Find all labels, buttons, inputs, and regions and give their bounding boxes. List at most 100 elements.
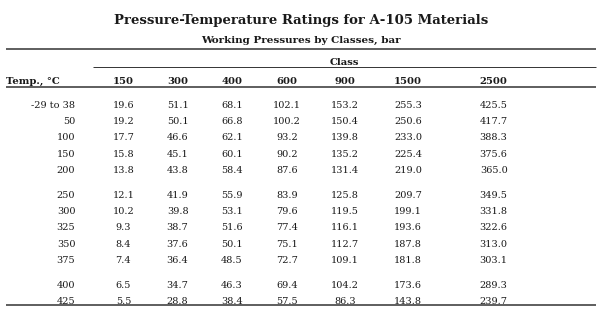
Text: 300: 300 — [167, 77, 188, 86]
Text: Class: Class — [330, 58, 359, 67]
Text: 116.1: 116.1 — [331, 223, 359, 232]
Text: 375: 375 — [57, 256, 75, 265]
Text: 87.6: 87.6 — [276, 166, 298, 175]
Text: 38.4: 38.4 — [221, 297, 243, 306]
Text: 425.5: 425.5 — [480, 101, 507, 110]
Text: 150: 150 — [57, 150, 75, 158]
Text: 41.9: 41.9 — [167, 191, 188, 200]
Text: 100.2: 100.2 — [273, 117, 301, 126]
Text: 43.8: 43.8 — [167, 166, 188, 175]
Text: 349.5: 349.5 — [480, 191, 507, 200]
Text: 6.5: 6.5 — [116, 281, 131, 290]
Text: 93.2: 93.2 — [276, 133, 298, 142]
Text: 181.8: 181.8 — [394, 256, 422, 265]
Text: 233.0: 233.0 — [394, 133, 422, 142]
Text: 51.6: 51.6 — [221, 223, 243, 232]
Text: 417.7: 417.7 — [480, 117, 507, 126]
Text: 69.4: 69.4 — [276, 281, 298, 290]
Text: 400: 400 — [57, 281, 75, 290]
Text: 7.4: 7.4 — [116, 256, 131, 265]
Text: 131.4: 131.4 — [331, 166, 359, 175]
Text: 19.2: 19.2 — [113, 117, 134, 126]
Text: 112.7: 112.7 — [331, 240, 359, 249]
Text: 400: 400 — [222, 77, 242, 86]
Text: 34.7: 34.7 — [167, 281, 188, 290]
Text: 50.1: 50.1 — [221, 240, 243, 249]
Text: 219.0: 219.0 — [394, 166, 422, 175]
Text: 313.0: 313.0 — [480, 240, 507, 249]
Text: 900: 900 — [335, 77, 355, 86]
Text: 1500: 1500 — [394, 77, 422, 86]
Text: 331.8: 331.8 — [480, 207, 507, 216]
Text: 17.7: 17.7 — [113, 133, 134, 142]
Text: 60.1: 60.1 — [221, 150, 243, 158]
Text: 51.1: 51.1 — [167, 101, 188, 110]
Text: 100: 100 — [57, 133, 75, 142]
Text: -29 to 38: -29 to 38 — [31, 101, 75, 110]
Text: 9.3: 9.3 — [116, 223, 131, 232]
Text: 109.1: 109.1 — [331, 256, 359, 265]
Text: 12.1: 12.1 — [113, 191, 134, 200]
Text: 46.3: 46.3 — [221, 281, 243, 290]
Text: Working Pressures by Classes, bar: Working Pressures by Classes, bar — [201, 36, 401, 45]
Text: 388.3: 388.3 — [480, 133, 507, 142]
Text: 143.8: 143.8 — [394, 297, 422, 306]
Text: 239.7: 239.7 — [480, 297, 507, 306]
Text: 48.5: 48.5 — [221, 256, 243, 265]
Text: 255.3: 255.3 — [394, 101, 422, 110]
Text: 15.8: 15.8 — [113, 150, 134, 158]
Text: 102.1: 102.1 — [273, 101, 301, 110]
Text: Pressure-Temperature Ratings for A-105 Materials: Pressure-Temperature Ratings for A-105 M… — [114, 14, 488, 27]
Text: 153.2: 153.2 — [331, 101, 359, 110]
Text: 90.2: 90.2 — [276, 150, 298, 158]
Text: 200: 200 — [57, 166, 75, 175]
Text: 125.8: 125.8 — [331, 191, 359, 200]
Text: 8.4: 8.4 — [116, 240, 131, 249]
Text: 55.9: 55.9 — [221, 191, 243, 200]
Text: 86.3: 86.3 — [334, 297, 356, 306]
Text: 289.3: 289.3 — [480, 281, 507, 290]
Text: 425: 425 — [57, 297, 75, 306]
Text: 36.4: 36.4 — [167, 256, 188, 265]
Text: 322.6: 322.6 — [480, 223, 507, 232]
Text: 62.1: 62.1 — [221, 133, 243, 142]
Text: 68.1: 68.1 — [221, 101, 243, 110]
Text: 58.4: 58.4 — [221, 166, 243, 175]
Text: 173.6: 173.6 — [394, 281, 422, 290]
Text: 46.6: 46.6 — [167, 133, 188, 142]
Text: 79.6: 79.6 — [276, 207, 298, 216]
Text: 199.1: 199.1 — [394, 207, 422, 216]
Text: 300: 300 — [57, 207, 75, 216]
Text: 2500: 2500 — [480, 77, 507, 86]
Text: 45.1: 45.1 — [167, 150, 188, 158]
Text: 50.1: 50.1 — [167, 117, 188, 126]
Text: 209.7: 209.7 — [394, 191, 422, 200]
Text: 77.4: 77.4 — [276, 223, 298, 232]
Text: 187.8: 187.8 — [394, 240, 422, 249]
Text: 28.8: 28.8 — [167, 297, 188, 306]
Text: 350: 350 — [57, 240, 75, 249]
Text: 250: 250 — [57, 191, 75, 200]
Text: 50: 50 — [63, 117, 75, 126]
Text: Temp., °C: Temp., °C — [6, 77, 60, 86]
Text: 150: 150 — [113, 77, 134, 86]
Text: 75.1: 75.1 — [276, 240, 298, 249]
Text: 104.2: 104.2 — [331, 281, 359, 290]
Text: 150.4: 150.4 — [331, 117, 359, 126]
Text: 250.6: 250.6 — [394, 117, 422, 126]
Text: 5.5: 5.5 — [116, 297, 131, 306]
Text: 39.8: 39.8 — [167, 207, 188, 216]
Text: 10.2: 10.2 — [113, 207, 134, 216]
Text: 72.7: 72.7 — [276, 256, 298, 265]
Text: 13.8: 13.8 — [113, 166, 134, 175]
Text: 66.8: 66.8 — [221, 117, 243, 126]
Text: 225.4: 225.4 — [394, 150, 422, 158]
Text: 600: 600 — [277, 77, 297, 86]
Text: 365.0: 365.0 — [480, 166, 507, 175]
Text: 135.2: 135.2 — [331, 150, 359, 158]
Text: 193.6: 193.6 — [394, 223, 422, 232]
Text: 19.6: 19.6 — [113, 101, 134, 110]
Text: 57.5: 57.5 — [276, 297, 298, 306]
Text: 83.9: 83.9 — [276, 191, 298, 200]
Text: 375.6: 375.6 — [480, 150, 507, 158]
